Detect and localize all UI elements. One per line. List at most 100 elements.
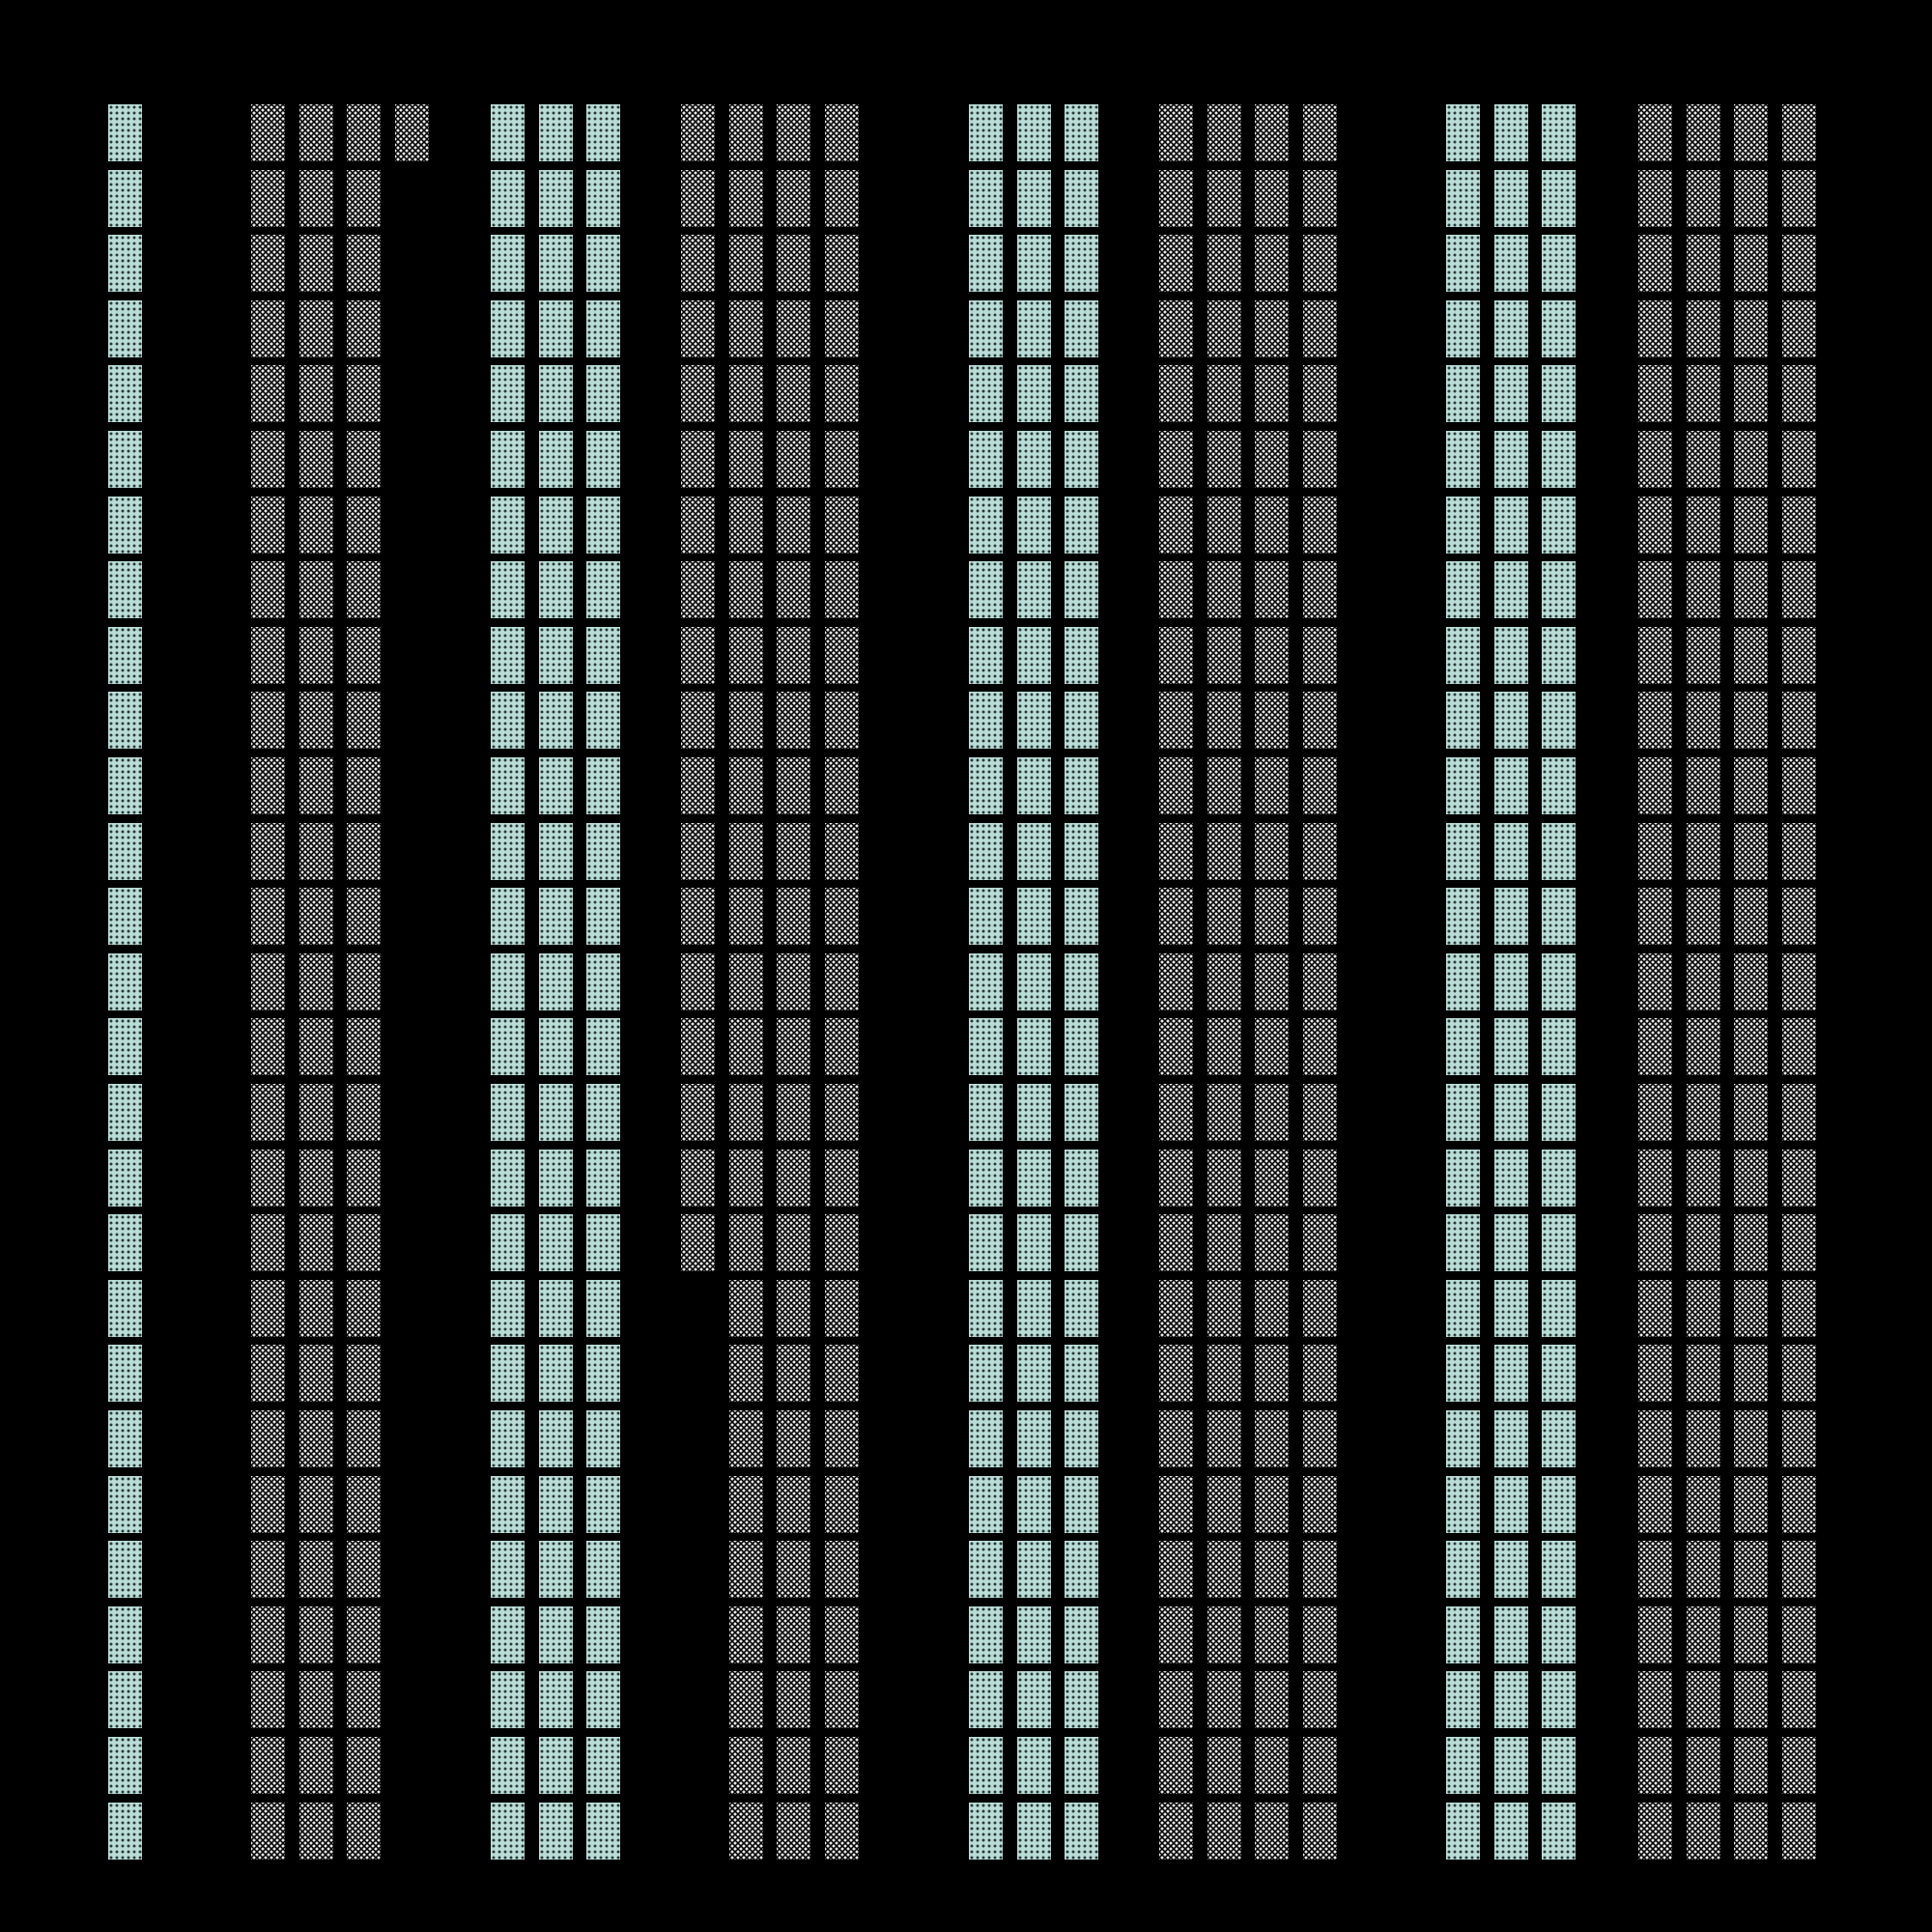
- waffle-cell-group-4: [777, 953, 810, 1010]
- waffle-cell-group-2: [251, 1345, 285, 1402]
- waffle-cell-group-6: [1303, 1084, 1337, 1141]
- waffle-cell-group-8: [1638, 561, 1672, 618]
- waffle-cell-group-4: [729, 235, 763, 292]
- waffle-cell-group-4: [681, 1084, 715, 1141]
- waffle-cell-group-7: [1446, 1214, 1480, 1271]
- waffle-cell-group-4: [825, 1541, 859, 1598]
- waffle-cell-group-4: [777, 888, 810, 945]
- waffle-cell-group-3: [539, 953, 573, 1010]
- waffle-cell-group-1: [108, 953, 142, 1010]
- waffle-cell-group-1: [108, 1018, 142, 1075]
- waffle-cell-group-3: [539, 1671, 573, 1728]
- waffle-cell-group-2: [299, 953, 333, 1010]
- waffle-cell-group-6: [1159, 692, 1193, 749]
- waffle-cell-group-2: [347, 104, 381, 161]
- waffle-cell-group-1: [108, 1410, 142, 1467]
- waffle-cell-group-5: [969, 1214, 1003, 1271]
- waffle-cell-group-3: [491, 627, 525, 684]
- waffle-cell-group-5: [1017, 888, 1051, 945]
- waffle-cell-group-8: [1687, 300, 1720, 357]
- waffle-cell-group-7: [1494, 1541, 1528, 1598]
- waffle-cell-group-4: [729, 561, 763, 618]
- waffle-cell-group-8: [1687, 888, 1720, 945]
- waffle-cell-group-7: [1446, 235, 1480, 292]
- waffle-cell-group-3: [491, 1280, 525, 1337]
- waffle-cell-group-1: [108, 300, 142, 357]
- waffle-cell-group-6: [1208, 1803, 1241, 1860]
- waffle-cell-group-5: [1065, 1671, 1098, 1728]
- waffle-cell-group-6: [1255, 1150, 1289, 1207]
- waffle-cell-group-7: [1494, 953, 1528, 1010]
- waffle-cell-group-6: [1255, 497, 1289, 554]
- waffle-cell-group-6: [1159, 431, 1193, 488]
- waffle-cell-group-1: [108, 1214, 142, 1271]
- waffle-cell-group-2: [347, 692, 381, 749]
- waffle-cell-group-5: [1065, 823, 1098, 880]
- waffle-cell-group-5: [1017, 823, 1051, 880]
- waffle-cell-group-6: [1303, 561, 1337, 618]
- waffle-cell-group-2: [299, 1018, 333, 1075]
- waffle-cell-group-4: [825, 1476, 859, 1533]
- waffle-cell-group-3: [491, 170, 525, 227]
- waffle-cell-group-2: [299, 365, 333, 422]
- waffle-cell-group-5: [969, 170, 1003, 227]
- waffle-cell-group-2: [299, 1476, 333, 1533]
- waffle-cell-group-6: [1303, 170, 1337, 227]
- waffle-cell-group-8: [1687, 1410, 1720, 1467]
- waffle-cell-group-3: [491, 300, 525, 357]
- waffle-cell-group-2: [299, 1084, 333, 1141]
- waffle-cell-group-6: [1159, 1084, 1193, 1141]
- waffle-cell-group-2: [299, 1803, 333, 1860]
- waffle-cell-group-8: [1638, 1150, 1672, 1207]
- waffle-cell-group-2: [347, 1606, 381, 1663]
- waffle-cell-group-8: [1782, 431, 1816, 488]
- waffle-cell-group-7: [1494, 1150, 1528, 1207]
- waffle-cell-group-8: [1782, 1737, 1816, 1794]
- waffle-cell-group-6: [1255, 953, 1289, 1010]
- waffle-cell-group-3: [491, 757, 525, 814]
- waffle-cell-group-5: [969, 1476, 1003, 1533]
- waffle-cell-group-8: [1638, 1671, 1672, 1728]
- waffle-cell-group-3: [491, 104, 525, 161]
- waffle-cell-group-3: [539, 1606, 573, 1663]
- waffle-cell-group-8: [1638, 627, 1672, 684]
- waffle-cell-group-4: [681, 235, 715, 292]
- waffle-cell-group-2: [299, 888, 333, 945]
- waffle-cell-group-4: [825, 170, 859, 227]
- waffle-cell-group-6: [1208, 300, 1241, 357]
- waffle-cell-group-3: [539, 1214, 573, 1271]
- waffle-cell-group-5: [1065, 1345, 1098, 1402]
- waffle-cell-group-6: [1255, 1737, 1289, 1794]
- waffle-cell-group-8: [1782, 170, 1816, 227]
- waffle-cell-group-2: [347, 1541, 381, 1598]
- waffle-cell-group-6: [1159, 104, 1193, 161]
- waffle-cell-group-7: [1446, 692, 1480, 749]
- waffle-cell-group-7: [1494, 823, 1528, 880]
- waffle-cell-group-2: [299, 757, 333, 814]
- waffle-cell-group-8: [1687, 1737, 1720, 1794]
- waffle-cell-group-4: [681, 1150, 715, 1207]
- waffle-cell-group-2: [251, 1803, 285, 1860]
- waffle-cell-group-4: [825, 431, 859, 488]
- waffle-cell-group-5: [969, 1150, 1003, 1207]
- waffle-cell-group-4: [777, 300, 810, 357]
- waffle-cell-group-6: [1159, 1410, 1193, 1467]
- waffle-cell-group-3: [539, 1150, 573, 1207]
- waffle-cell-group-5: [969, 1018, 1003, 1075]
- waffle-cell-group-6: [1255, 888, 1289, 945]
- waffle-cell-group-3: [491, 1541, 525, 1598]
- waffle-cell-group-8: [1638, 1280, 1672, 1337]
- waffle-cell-group-6: [1303, 888, 1337, 945]
- waffle-cell-group-6: [1208, 692, 1241, 749]
- waffle-cell-group-8: [1782, 1410, 1816, 1467]
- waffle-cell-group-3: [586, 561, 620, 618]
- waffle-cell-group-2: [299, 1345, 333, 1402]
- waffle-cell-group-7: [1542, 1803, 1576, 1860]
- waffle-cell-group-1: [108, 1803, 142, 1860]
- waffle-cell-group-4: [777, 692, 810, 749]
- waffle-cell-group-8: [1638, 1084, 1672, 1141]
- waffle-cell-group-4: [729, 431, 763, 488]
- waffle-cell-group-4: [825, 888, 859, 945]
- waffle-cell-group-1: [108, 1280, 142, 1337]
- waffle-cell-group-2: [299, 300, 333, 357]
